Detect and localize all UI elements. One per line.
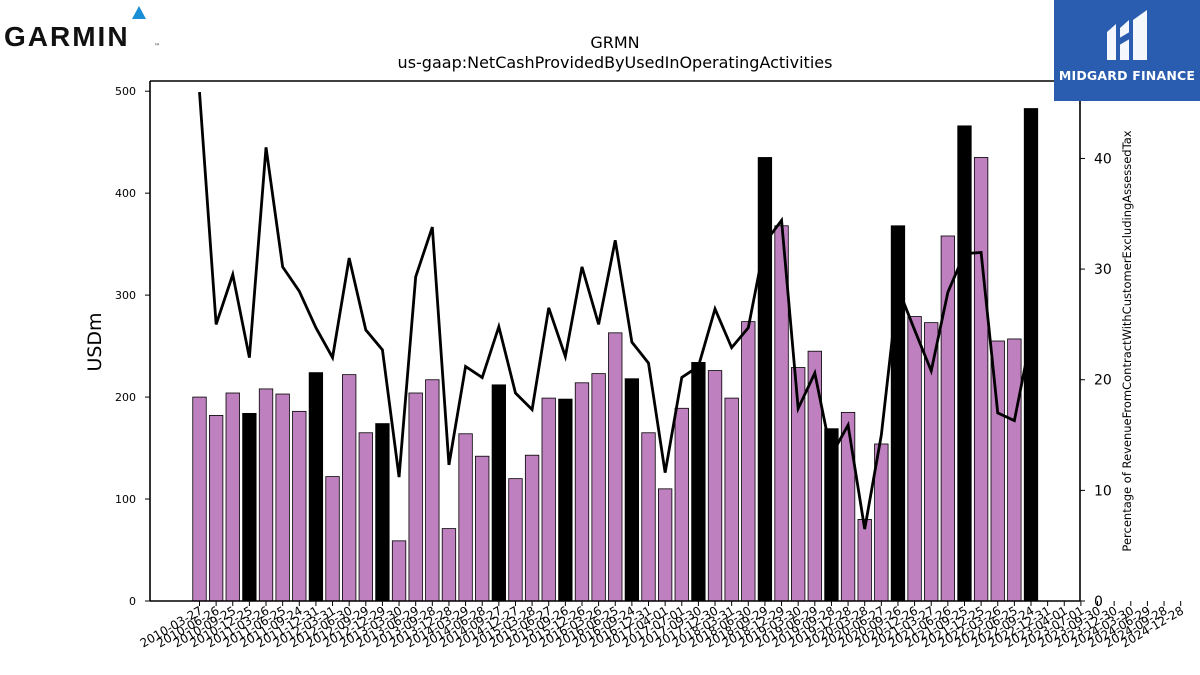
bar [840,411,856,602]
bar [707,370,723,602]
bar [358,432,373,602]
trademark-icon: ™ [154,43,160,50]
y2-axis-label: Percentage of RevenueFromContractWithCus… [1120,130,1134,551]
midgard-emblem-icon [1107,10,1147,60]
bar [491,384,506,602]
bar-series [192,108,1039,602]
y-axis-ticks: 0 100 200 300 400 500 [115,85,150,608]
bar [591,373,606,602]
bar [624,378,640,602]
y-tick-label: 200 [115,391,136,404]
bar [657,488,673,602]
line-path [198,91,1033,530]
garmin-logo-icon: GARMIN ™ [4,6,160,52]
bar [242,412,257,602]
bar [574,382,590,602]
y-tick-label: 400 [115,187,136,200]
bar [541,397,556,602]
y2-tick-label: 30 [1094,262,1112,278]
bar [391,540,407,602]
y-tick-label: 300 [115,289,136,302]
y2-tick-label: 0 [1094,594,1103,610]
bar [807,350,822,602]
bar [325,476,340,602]
bar [425,379,440,602]
bar [408,392,423,602]
bar [691,362,706,602]
bar [973,157,989,602]
bar [208,415,224,602]
bar [524,454,540,602]
y-tick-label: 0 [129,595,136,608]
bar [342,374,357,602]
bar [558,398,573,602]
y-tick-label: 100 [115,493,136,506]
x-axis-ticks: 2010-03-272010-06-262010-09-252010-12-25… [138,601,1186,650]
bar [258,388,274,602]
bar [907,316,922,602]
bar [857,519,872,602]
bar [292,410,307,602]
bar [475,455,490,602]
chart-title: GRMN [590,33,639,52]
bar [608,332,623,602]
bar [275,393,290,602]
chart-subtitle: us-gaap:NetCashProvidedByUsedInOperating… [398,53,833,72]
line-series [198,91,1033,530]
bar [724,397,739,602]
bar [375,423,390,602]
bar [192,396,207,602]
bar [741,321,756,602]
bar [957,125,972,602]
y2-tick-label: 40 [1094,151,1112,167]
bar [458,433,473,602]
bar [757,157,773,602]
y-tick-label: 500 [115,85,136,98]
bar [1007,338,1022,602]
midgard-finance-logo: MIDGARD FINANCE [1054,0,1200,101]
y2-axis-ticks: 0 10 20 30 40 [1080,151,1112,610]
bar [641,432,656,602]
bar [674,407,689,602]
bar [890,225,906,602]
garmin-logo-text: GARMIN [4,21,130,52]
garmin-logo: GARMIN ™ [4,4,164,54]
y2-tick-label: 10 [1094,483,1112,499]
garmin-triangle-icon [132,6,146,19]
y-axis-label: USDm [84,312,106,371]
bar [441,528,457,602]
midgard-logo-text: MIDGARD FINANCE [1058,68,1196,83]
bar [308,372,324,602]
bar [225,392,240,602]
bar [508,478,523,602]
y2-tick-label: 20 [1094,373,1112,389]
